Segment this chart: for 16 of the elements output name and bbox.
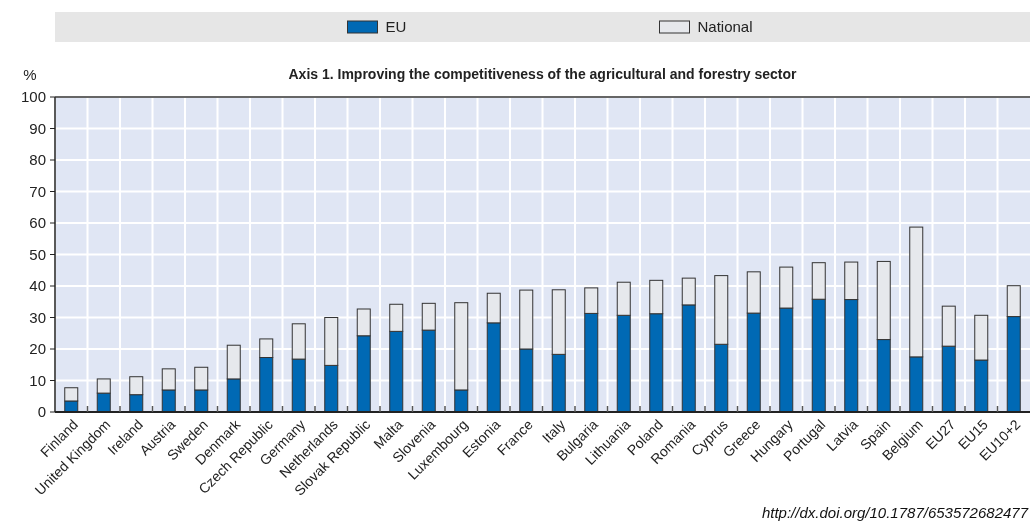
y-tick-label: 50 xyxy=(29,245,46,263)
y-tick-label: 100 xyxy=(20,88,46,106)
chart-title: Axis 1. Improving the competitiveness of the agricultural and forestry sector xyxy=(288,66,798,82)
y-tick-label: 20 xyxy=(29,340,46,358)
y-tick-label: 40 xyxy=(29,277,46,295)
y-tick-label: 60 xyxy=(29,214,46,232)
y-tick-label: 80 xyxy=(29,151,46,169)
text: http://dx.doi.org/10.1787/653572682477 xyxy=(761,504,1029,521)
legend-label: EU xyxy=(385,18,407,35)
y-tick-label: 0 xyxy=(37,403,46,421)
y-tick-label: 10 xyxy=(29,371,46,389)
y-axis-title: % xyxy=(23,66,37,83)
y-tick-label: 30 xyxy=(29,308,46,326)
y-tick-label: 90 xyxy=(29,119,46,137)
legend-label: National xyxy=(697,18,753,35)
y-tick-label: 70 xyxy=(29,182,46,200)
